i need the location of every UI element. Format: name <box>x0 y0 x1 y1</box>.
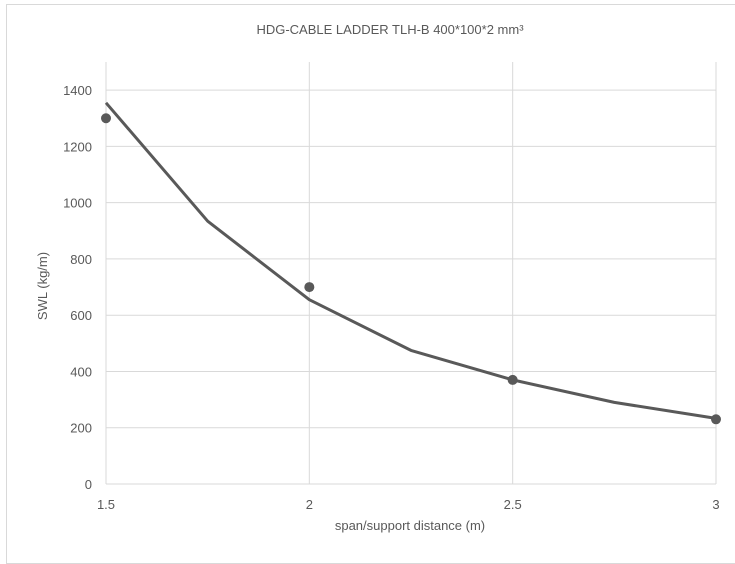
data-points <box>101 113 721 425</box>
y-tick-label: 200 <box>70 421 92 436</box>
x-axis-ticks: 1.5 2 2.5 3 <box>97 497 720 512</box>
data-point <box>304 282 315 293</box>
data-point <box>507 374 518 385</box>
data-point <box>101 113 111 124</box>
x-tick-label: 3 <box>712 497 719 512</box>
y-axis-ticks: 0 200 400 600 800 1000 1200 1400 <box>63 83 92 492</box>
chart: HDG-CABLE LADDER TLH-B 400*100*2 mm³ 020… <box>35 22 721 533</box>
trendline <box>104 101 717 420</box>
y-tick-label: 1000 <box>63 196 92 211</box>
x-axis-title: span/support distance (m) <box>335 518 485 533</box>
x-tick-label: 1.5 <box>97 497 115 512</box>
y-tick-label: 600 <box>70 308 92 323</box>
y-tick-label: 1200 <box>63 139 92 154</box>
y-tick-label: 1400 <box>63 83 92 98</box>
data-point <box>711 414 721 425</box>
x-tick-label: 2.5 <box>504 497 522 512</box>
chart-title: HDG-CABLE LADDER TLH-B 400*100*2 mm³ <box>256 22 524 37</box>
y-tick-label: 800 <box>70 252 92 267</box>
x-tick-label: 2 <box>306 497 313 512</box>
y-tick-label: 0 <box>85 477 92 492</box>
y-axis-title: SWL (kg/m) <box>35 252 50 320</box>
x-grid <box>105 62 717 484</box>
y-tick-label: 400 <box>70 364 92 379</box>
y-grid <box>106 89 716 485</box>
